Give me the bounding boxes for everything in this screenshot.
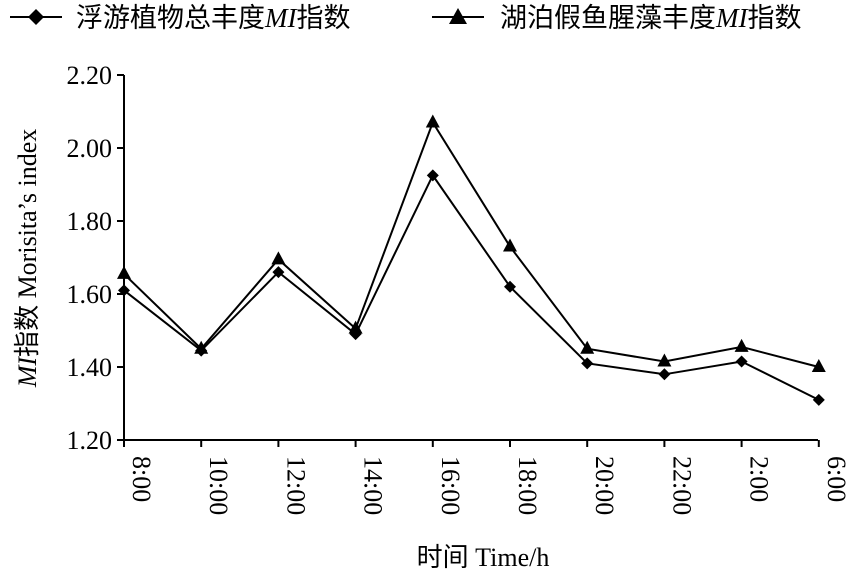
x-axis-title: 时间 Time/h bbox=[417, 543, 550, 572]
y-axis-title: MI指数 Morisita’s index bbox=[13, 129, 42, 389]
data-point-triangle-20:00 bbox=[580, 340, 595, 354]
legend-item-pseudanabaena: 湖泊假鱼腥藻丰度MI指数 bbox=[432, 3, 801, 33]
x-ticks: 8:00 10:00 12:00 14:00 16:00 18:00 20:00 22:00 2… bbox=[123, 440, 851, 515]
data-point-triangle-8:00 bbox=[117, 265, 131, 279]
series-layer bbox=[117, 114, 826, 406]
y-tick-label: 2.20 bbox=[67, 61, 113, 90]
data-point-diamond-12:00 bbox=[272, 266, 285, 279]
x-tick-label: 22:00 bbox=[667, 456, 696, 515]
data-point-triangle-16:00 bbox=[425, 114, 440, 128]
x-tick-label: 14:00 bbox=[359, 456, 388, 515]
x-tick-label: 2:00 bbox=[745, 456, 774, 502]
y-tick-label: 1.20 bbox=[67, 426, 113, 455]
data-point-triangle-14:00 bbox=[348, 320, 363, 334]
data-point-triangle-6:00 bbox=[811, 359, 826, 372]
legend-diamond-marker bbox=[28, 9, 44, 25]
x-tick-label: 16:00 bbox=[436, 456, 465, 515]
data-point-diamond-16:00 bbox=[426, 169, 439, 182]
y-tick-label: 2.00 bbox=[67, 134, 113, 163]
legend-item-phytoplankton: 浮游植物总丰度MI指数 bbox=[10, 3, 350, 33]
y-tick-label: 1.40 bbox=[67, 353, 113, 382]
series-line-1 bbox=[123, 120, 820, 368]
data-point-triangle-2:00 bbox=[734, 338, 749, 352]
data-point-diamond-2:00 bbox=[735, 355, 748, 368]
y-tick-label: 1.60 bbox=[67, 280, 113, 309]
x-tick-label: 10:00 bbox=[204, 456, 233, 515]
data-point-triangle-12:00 bbox=[271, 251, 286, 265]
legend-label-pseudanabaena: 湖泊假鱼腥藻丰度MI指数 bbox=[500, 3, 801, 33]
data-point-triangle-22:00 bbox=[657, 353, 672, 367]
data-point-diamond-18:00 bbox=[504, 280, 516, 293]
y-ticks: 1.20 1.40 1.60 1.80 2.00 2.20 bbox=[67, 61, 124, 455]
legend: 浮游植物总丰度MI指数 湖泊假鱼腥藻丰度MI指数 bbox=[10, 3, 801, 33]
x-tick-label: 12:00 bbox=[281, 456, 310, 515]
x-tick-label: 8:00 bbox=[127, 456, 156, 502]
data-point-diamond-20:00 bbox=[581, 357, 594, 370]
legend-triangle-marker bbox=[449, 8, 467, 24]
data-point-triangle-18:00 bbox=[503, 238, 517, 252]
data-point-triangle-10:00 bbox=[194, 340, 209, 354]
y-tick-label: 1.80 bbox=[67, 207, 113, 236]
legend-label-phytoplankton: 浮游植物总丰度MI指数 bbox=[76, 3, 350, 33]
x-tick-label: 6:00 bbox=[822, 456, 851, 502]
x-tick-label: 18:00 bbox=[513, 456, 542, 515]
x-tick-label: 20:00 bbox=[590, 456, 619, 515]
data-point-diamond-22:00 bbox=[658, 368, 671, 381]
data-point-diamond-6:00 bbox=[812, 393, 825, 406]
series-line-0 bbox=[123, 173, 820, 401]
data-point-diamond-8:00 bbox=[118, 284, 130, 297]
